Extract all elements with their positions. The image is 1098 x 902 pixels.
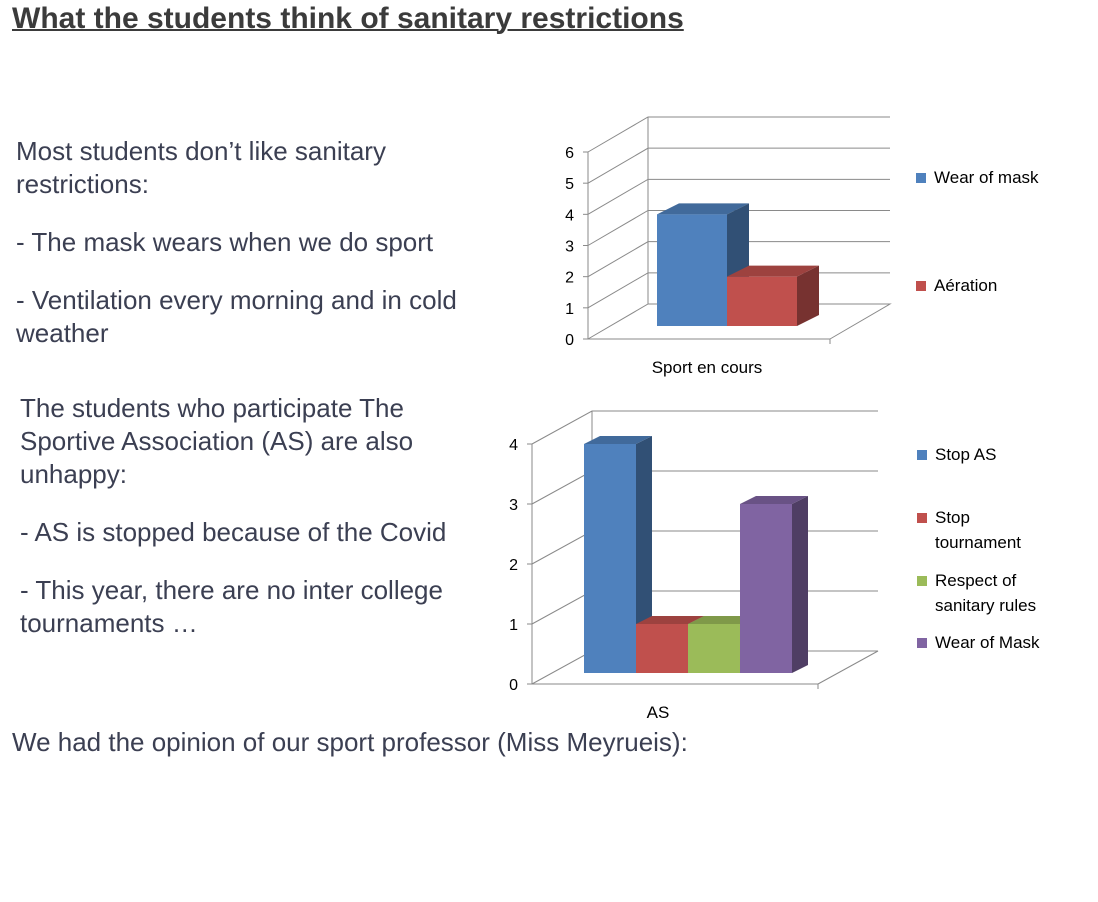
section-as-text: The students who participate The Sportiv… [20, 392, 520, 640]
legend-label-line: tournament [935, 533, 1021, 552]
bar-stop-tournament [636, 624, 688, 673]
bar-top-wear-of-mask [657, 203, 749, 215]
bar-top-stop-tournament [636, 616, 704, 624]
y-tick-label: 5 [565, 176, 574, 193]
bar-ae-ration [727, 276, 797, 326]
bar-top-respect-of-sanitary-rules [688, 616, 756, 624]
chart-sport-en-cours: 0 1 2 3 4 5 6 Sport en cours Wear of mask Aératio… [565, 116, 1039, 377]
gridline [531, 530, 878, 565]
legend-label-wear-of-mask: Wear of mask [934, 168, 1039, 187]
legend-label-respect-of-sanitary-rules: Respect of sanitary rules [935, 571, 1036, 615]
gridline [587, 116, 890, 153]
gridline [587, 178, 890, 215]
chart-as: 0 1 2 3 4 AS Stop AS Stop tournament Respect of sa… [509, 410, 1040, 722]
x-category-label: AS [647, 703, 670, 722]
gridline [587, 241, 890, 278]
bullet-ventilation: - Ventilation every morning and in cold [16, 285, 457, 315]
y-tick-label: 2 [509, 557, 518, 574]
bar-wear-of-mask [657, 214, 727, 326]
gridline [587, 210, 890, 246]
bar-side-wear-of-mask [792, 496, 808, 673]
legend-swatch-stop-tournament [917, 513, 927, 523]
bar-wear-of-mask [740, 504, 792, 673]
y-tick-label: 1 [565, 301, 574, 318]
y-tick-label: 0 [565, 332, 574, 349]
y-tick-label: 2 [565, 270, 574, 287]
bar-side-ae-ration [797, 265, 819, 326]
bullet-as-stopped: - AS is stopped because of the Covid [20, 517, 447, 547]
y-tick-label: 4 [565, 207, 574, 224]
legend-swatch-ae-ration [916, 281, 926, 291]
bar-stop-as [584, 444, 636, 673]
y-tick-label: 3 [509, 497, 518, 514]
bar-top-stop-as [584, 436, 652, 444]
intro-line: unhappy: [20, 459, 127, 489]
x-category-label: Sport en cours [652, 358, 763, 377]
gridline [531, 470, 878, 505]
y-tick-label: 6 [565, 145, 574, 162]
legend-label-line: Stop [935, 508, 970, 527]
legend-label-wear-of-mask: Wear of Mask [935, 633, 1040, 652]
legend-label-line: sanitary rules [935, 596, 1036, 615]
bullet-mask: - The mask wears when we do sport [16, 227, 434, 257]
legend-label-stop-tournament: Stop tournament [935, 508, 1021, 552]
page-title: What the students think of sanitary rest… [12, 2, 684, 35]
intro-line: Sportive Association (AS) are also [20, 426, 414, 456]
legend-swatch-wear-of-mask [917, 638, 927, 648]
intro-line: Most students don’t like sanitary [16, 136, 386, 166]
legend-label-line: Respect of [935, 571, 1017, 590]
bar-respect-of-sanitary-rules [688, 624, 740, 673]
legend-swatch-stop-as [917, 450, 927, 460]
y-tick-label: 1 [509, 617, 518, 634]
intro-line: The students who participate The [20, 393, 404, 423]
section-mask-text: Most students don’t like sanitary restri… [16, 135, 536, 350]
bullet-tournaments-cont: tournaments … [20, 608, 198, 638]
y-tick-label: 3 [565, 239, 574, 256]
legend-swatch-respect-of-sanitary-rules [917, 576, 927, 586]
y-tick-label: 4 [509, 437, 518, 454]
legend-label-ae-ration: Aération [934, 276, 997, 295]
bar-top-wear-of-mask [740, 496, 808, 504]
gridline [587, 147, 890, 184]
bullet-tournaments: - This year, there are no inter college [20, 575, 443, 605]
bar-top-ae-ration [727, 265, 819, 277]
y-tick-label: 0 [509, 677, 518, 694]
legend-swatch-wear-of-mask [916, 173, 926, 183]
legend-label-stop-as: Stop AS [935, 445, 996, 464]
bullet-ventilation-cont: weather [16, 318, 109, 348]
bar-side-stop-as [636, 436, 652, 673]
intro-line: restrictions: [16, 169, 149, 199]
closing-text: We had the opinion of our sport professo… [12, 727, 688, 757]
gridline [531, 410, 878, 445]
